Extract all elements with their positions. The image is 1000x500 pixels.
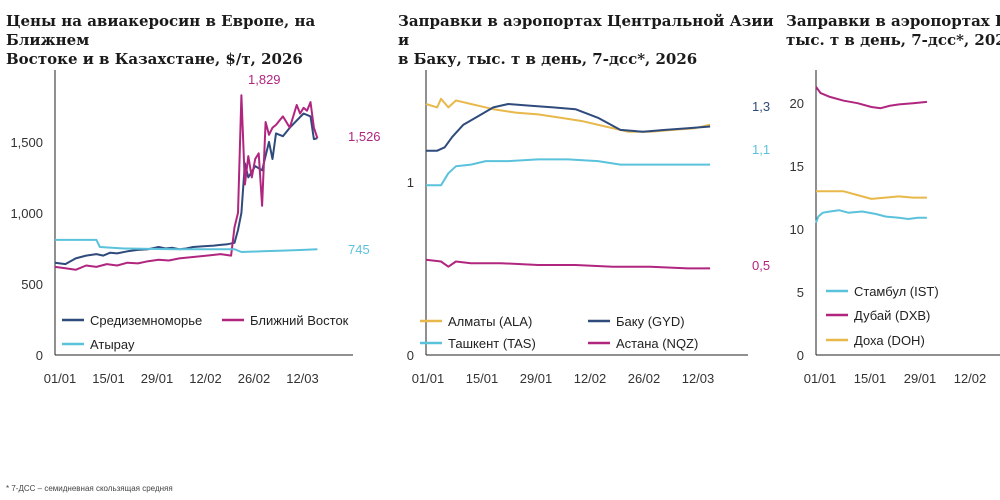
- chart3-ytick-label: 20: [790, 96, 804, 111]
- chart3-ytick-label: 15: [790, 159, 804, 174]
- chart2-ytick-label: 1: [407, 175, 414, 190]
- chart3-ytick-label: 10: [790, 222, 804, 237]
- chart2-title-line1: Заправки в аэропортах Центральной Азии и: [398, 12, 774, 49]
- chart1-data-label: 745: [348, 242, 370, 257]
- chart3-legend-label-dxb: Дубай (DXB): [854, 308, 930, 323]
- chart3-xtick-label: 01/01: [804, 371, 837, 386]
- chart1-title: Цены на авиакеросин в Европе, на Ближнем…: [6, 12, 396, 69]
- chart3-xtick-label: 15/01: [854, 371, 887, 386]
- chart1-xtick-label: 29/01: [141, 371, 174, 386]
- chart3-title: Заправки в аэропортах Бл тыс. т в день, …: [786, 12, 1000, 50]
- chart1-xtick-label: 12/03: [286, 371, 319, 386]
- chart1-data-label: 1,526: [348, 129, 381, 144]
- chart1-xtick-label: 26/02: [238, 371, 271, 386]
- chart1-ytick-label: 0: [36, 348, 43, 363]
- chart3-title-line1: Заправки в аэропортах Бл: [786, 12, 1000, 30]
- chart2-title: Заправки в аэропортах Центральной Азии и…: [398, 12, 788, 69]
- footnote: * 7-ДСС – семидневная скользящая средняя: [6, 484, 173, 493]
- chart2-legend-label-tas: Ташкент (TAS): [448, 336, 536, 351]
- chart2-legend-label-nqz: Астана (NQZ): [616, 336, 698, 351]
- chart1-legend-label-med: Средиземноморье: [90, 313, 202, 328]
- chart1-ytick-label: 500: [21, 277, 43, 292]
- chart2-ytick-label: 0: [407, 348, 414, 363]
- chart2-legend-label-gyd: Баку (GYD): [616, 314, 685, 329]
- chart3-legend-label-doh: Доха (DOH): [854, 333, 925, 348]
- chart2-series-tas: [426, 158, 711, 187]
- chart2-xtick-label: 29/01: [520, 371, 553, 386]
- chart2-xtick-label: 01/01: [412, 371, 445, 386]
- chart2-series-gyd: [426, 103, 711, 152]
- chart1-legend-label-aty: Атырау: [90, 337, 135, 352]
- chart1-ytick-label: 1,000: [10, 206, 43, 221]
- chart3-title-line2: тыс. т в день, 7-дсс*, 2026: [786, 31, 1000, 49]
- chart1-xtick-label: 15/01: [92, 371, 125, 386]
- chart3-ytick-label: 5: [797, 285, 804, 300]
- chart3-series-dxb: [815, 86, 927, 110]
- chart2-series-ala: [425, 97, 711, 133]
- chart3-ytick-label: 0: [797, 348, 804, 363]
- chart3-xtick-label: 29/01: [904, 371, 937, 386]
- chart2-data-label: 1,3: [752, 99, 770, 114]
- chart3-series-ist: [815, 209, 927, 224]
- chart2-legend-label-ala: Алматы (ALA): [448, 314, 532, 329]
- chart2-data-label: 1,1: [752, 142, 770, 157]
- chart1-title-line2: Востоке и в Казахстане, $/т, 2026: [6, 50, 303, 68]
- chart1-xtick-label: 01/01: [44, 371, 77, 386]
- chart1-series-aty: [55, 238, 318, 253]
- chart3-series-doh: [816, 190, 927, 200]
- chart1-xtick-label: 12/02: [189, 371, 222, 386]
- chart1-title-line1: Цены на авиакеросин в Европе, на Ближнем: [6, 12, 316, 49]
- chart3-xtick-label: 12/02: [954, 371, 987, 386]
- chart1-series-med: [54, 112, 318, 266]
- chart1-series-me: [54, 94, 319, 271]
- chart2-title-line2: в Баку, тыс. т в день, 7-дсс*, 2026: [398, 50, 698, 68]
- chart3-legend-label-ist: Стамбул (IST): [854, 284, 939, 299]
- chart1-ytick-label: 1,500: [10, 135, 43, 150]
- chart2-xtick-label: 26/02: [628, 371, 661, 386]
- chart2-xtick-label: 12/03: [682, 371, 715, 386]
- chart2-series-nqz: [425, 258, 711, 270]
- chart1-legend-label-me: Ближний Восток: [250, 313, 349, 328]
- chart2-xtick-label: 12/02: [574, 371, 607, 386]
- chart2-data-label: 0,5: [752, 258, 770, 273]
- chart1-data-label: 1,829: [248, 72, 281, 87]
- chart2-xtick-label: 15/01: [466, 371, 499, 386]
